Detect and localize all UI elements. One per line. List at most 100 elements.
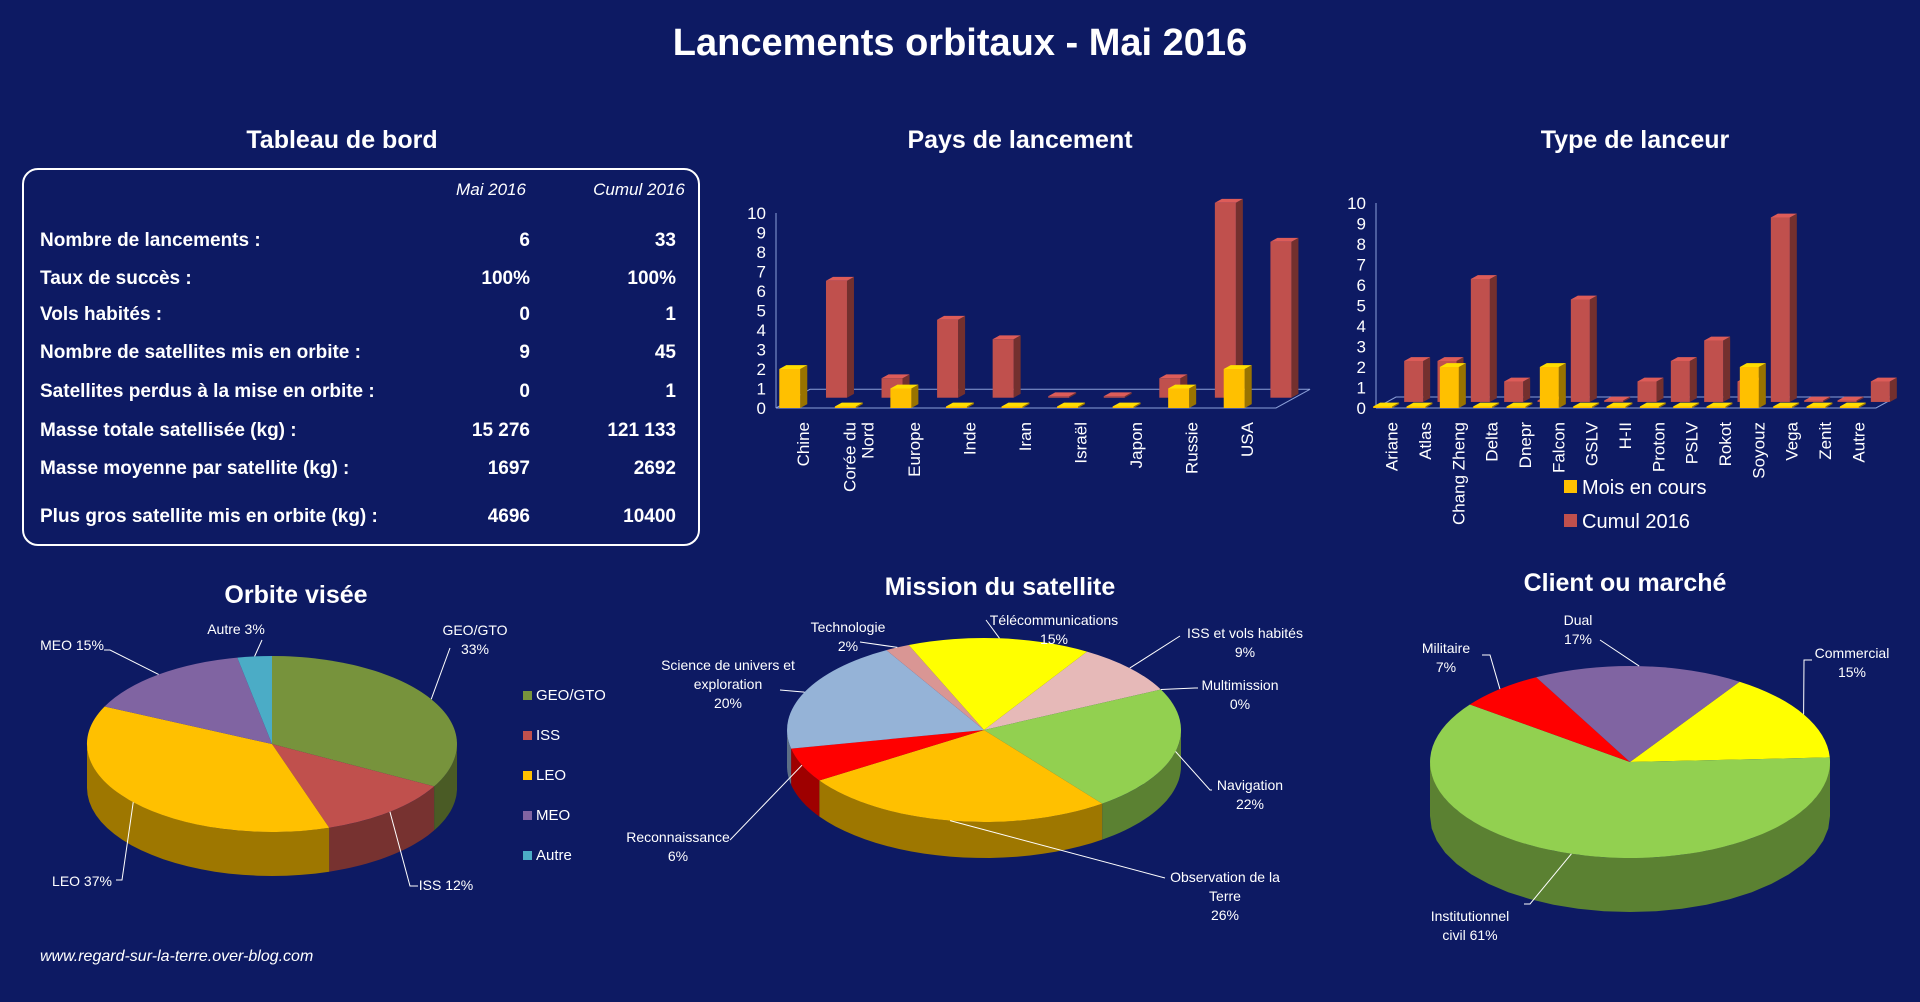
- mission-leader: [779, 689, 805, 693]
- bar-side: [1592, 402, 1600, 408]
- pays-bar: [992, 335, 1021, 398]
- lanceur-x-tick: PSLV: [1683, 421, 1702, 464]
- row-value-month: 1697: [487, 458, 530, 479]
- orbite-label: 33%: [461, 641, 489, 657]
- bar-side: [1133, 402, 1141, 408]
- slice-side: [791, 748, 820, 817]
- row-label: Masse moyenne par satellite (kg) :: [40, 458, 350, 479]
- pays-bar: [890, 384, 919, 408]
- bar-front: [890, 388, 912, 408]
- slice-side: [434, 744, 457, 831]
- chart-title-client: Client ou marché: [1523, 569, 1727, 597]
- lanceur-bar: [1473, 402, 1500, 408]
- dashboard-col2-header: Cumul 2016: [593, 180, 685, 199]
- bar-front: [1806, 406, 1826, 408]
- bar-front: [834, 406, 856, 408]
- bar-top: [1406, 402, 1433, 407]
- mission-label: 20%: [714, 695, 742, 711]
- pays-y-tick: 0: [757, 399, 766, 418]
- bar-front: [1639, 406, 1659, 408]
- legend-label: LEO: [536, 767, 566, 784]
- lanceur-y-tick: 0: [1357, 399, 1366, 418]
- bar-top: [825, 276, 854, 281]
- client-label: 17%: [1564, 631, 1592, 647]
- mission-label: Technologie: [811, 619, 886, 635]
- lanceur-y-tick: 4: [1357, 317, 1366, 336]
- dashboard-row: Taux de succès : 100% 100%: [40, 268, 690, 292]
- dashboard-row: Masse totale satellisée (kg) : 15 276 121 …: [40, 420, 690, 444]
- orbite-leader: [254, 639, 263, 657]
- bar-side: [1022, 402, 1030, 408]
- bar-side: [958, 315, 966, 398]
- pays-x-tick: Inde: [960, 422, 979, 455]
- bar-side: [1689, 357, 1697, 402]
- orbite-slice: [86, 706, 330, 833]
- slice-side: [1430, 762, 1830, 912]
- lanceur-bar: [1573, 402, 1600, 408]
- legend-swatch: [523, 691, 532, 700]
- row-label: Vols habités :: [40, 304, 163, 325]
- bar-side: [1244, 365, 1252, 408]
- lanceur-bar: [1470, 275, 1497, 402]
- lanceur-x-tick: Autre: [1849, 422, 1868, 463]
- client-leader: [1482, 654, 1501, 690]
- bar-top: [1739, 363, 1766, 367]
- client-slice: [1430, 704, 1831, 859]
- mission-label: ISS et vols habités: [1187, 625, 1303, 641]
- dashboard-row: Nombre de lancements : 6 33: [40, 230, 690, 254]
- chart-title-orbite: Orbite visée: [224, 581, 368, 609]
- bar-front: [1103, 396, 1125, 398]
- bar-top: [937, 315, 966, 320]
- bar-top: [1806, 402, 1833, 407]
- legend-swatch: [1564, 514, 1577, 527]
- row-value-cumul: 1: [665, 304, 676, 325]
- bar-side: [1725, 402, 1733, 408]
- lanceur-x-tick: Vega: [1783, 421, 1802, 460]
- row-label: Masse totale satellisée (kg) :: [40, 420, 297, 441]
- pays-y-tick: 10: [747, 204, 766, 223]
- lanceur-bar: [1770, 213, 1797, 402]
- orbite-leader: [116, 802, 134, 881]
- pays-x-tick: Nord: [858, 422, 877, 459]
- orbite-label: Autre 3%: [207, 621, 265, 637]
- row-label: Satellites perdus à la mise en orbite :: [40, 381, 375, 402]
- bar-side: [1589, 295, 1597, 402]
- bar-front: [1604, 400, 1624, 402]
- bar-top: [1673, 402, 1700, 407]
- lanceur-y-tick: 7: [1357, 256, 1366, 275]
- bar-side: [1489, 275, 1497, 402]
- mission-slice: [787, 650, 984, 749]
- mission-label: 6%: [668, 848, 688, 864]
- bar-front: [1048, 396, 1070, 398]
- mission-slice: [819, 730, 1103, 823]
- lanceur-bar: [1539, 363, 1566, 408]
- lanceur-x-tick: Soyouz: [1749, 422, 1768, 479]
- mission-leader: [1129, 635, 1181, 669]
- bar-side: [1291, 237, 1299, 398]
- bar-front: [1539, 367, 1559, 408]
- row-value-cumul: 45: [654, 342, 676, 363]
- mission-leader: [859, 641, 898, 648]
- legend-swatch: [523, 851, 532, 860]
- lanceur-bar: [1373, 402, 1400, 408]
- row-value-cumul: 1: [665, 381, 676, 402]
- bar-front: [1168, 388, 1190, 408]
- lanceur-bar: [1604, 396, 1631, 402]
- bar-front: [1704, 340, 1724, 402]
- bar-front: [945, 406, 967, 408]
- bar-top: [1706, 402, 1733, 407]
- orbite-sides: [87, 744, 457, 876]
- bar-top: [1837, 396, 1864, 401]
- bar-top: [1573, 402, 1600, 407]
- dashboard-row: Nombre de satellites mis en orbite : 9 45: [40, 342, 690, 366]
- pays-bar: [945, 402, 974, 408]
- orbite-slice: [104, 657, 272, 744]
- bar-side: [846, 276, 854, 398]
- pays-x-tick: Corée du: [840, 422, 859, 492]
- mission-slice: [984, 651, 1161, 730]
- lanceur-x-tick: Chang Zheng: [1449, 422, 1468, 525]
- bar-side: [1523, 377, 1531, 402]
- bar-front: [1404, 360, 1424, 402]
- row-label: Nombre de satellites mis en orbite :: [40, 342, 361, 363]
- mission-slice: [886, 645, 984, 730]
